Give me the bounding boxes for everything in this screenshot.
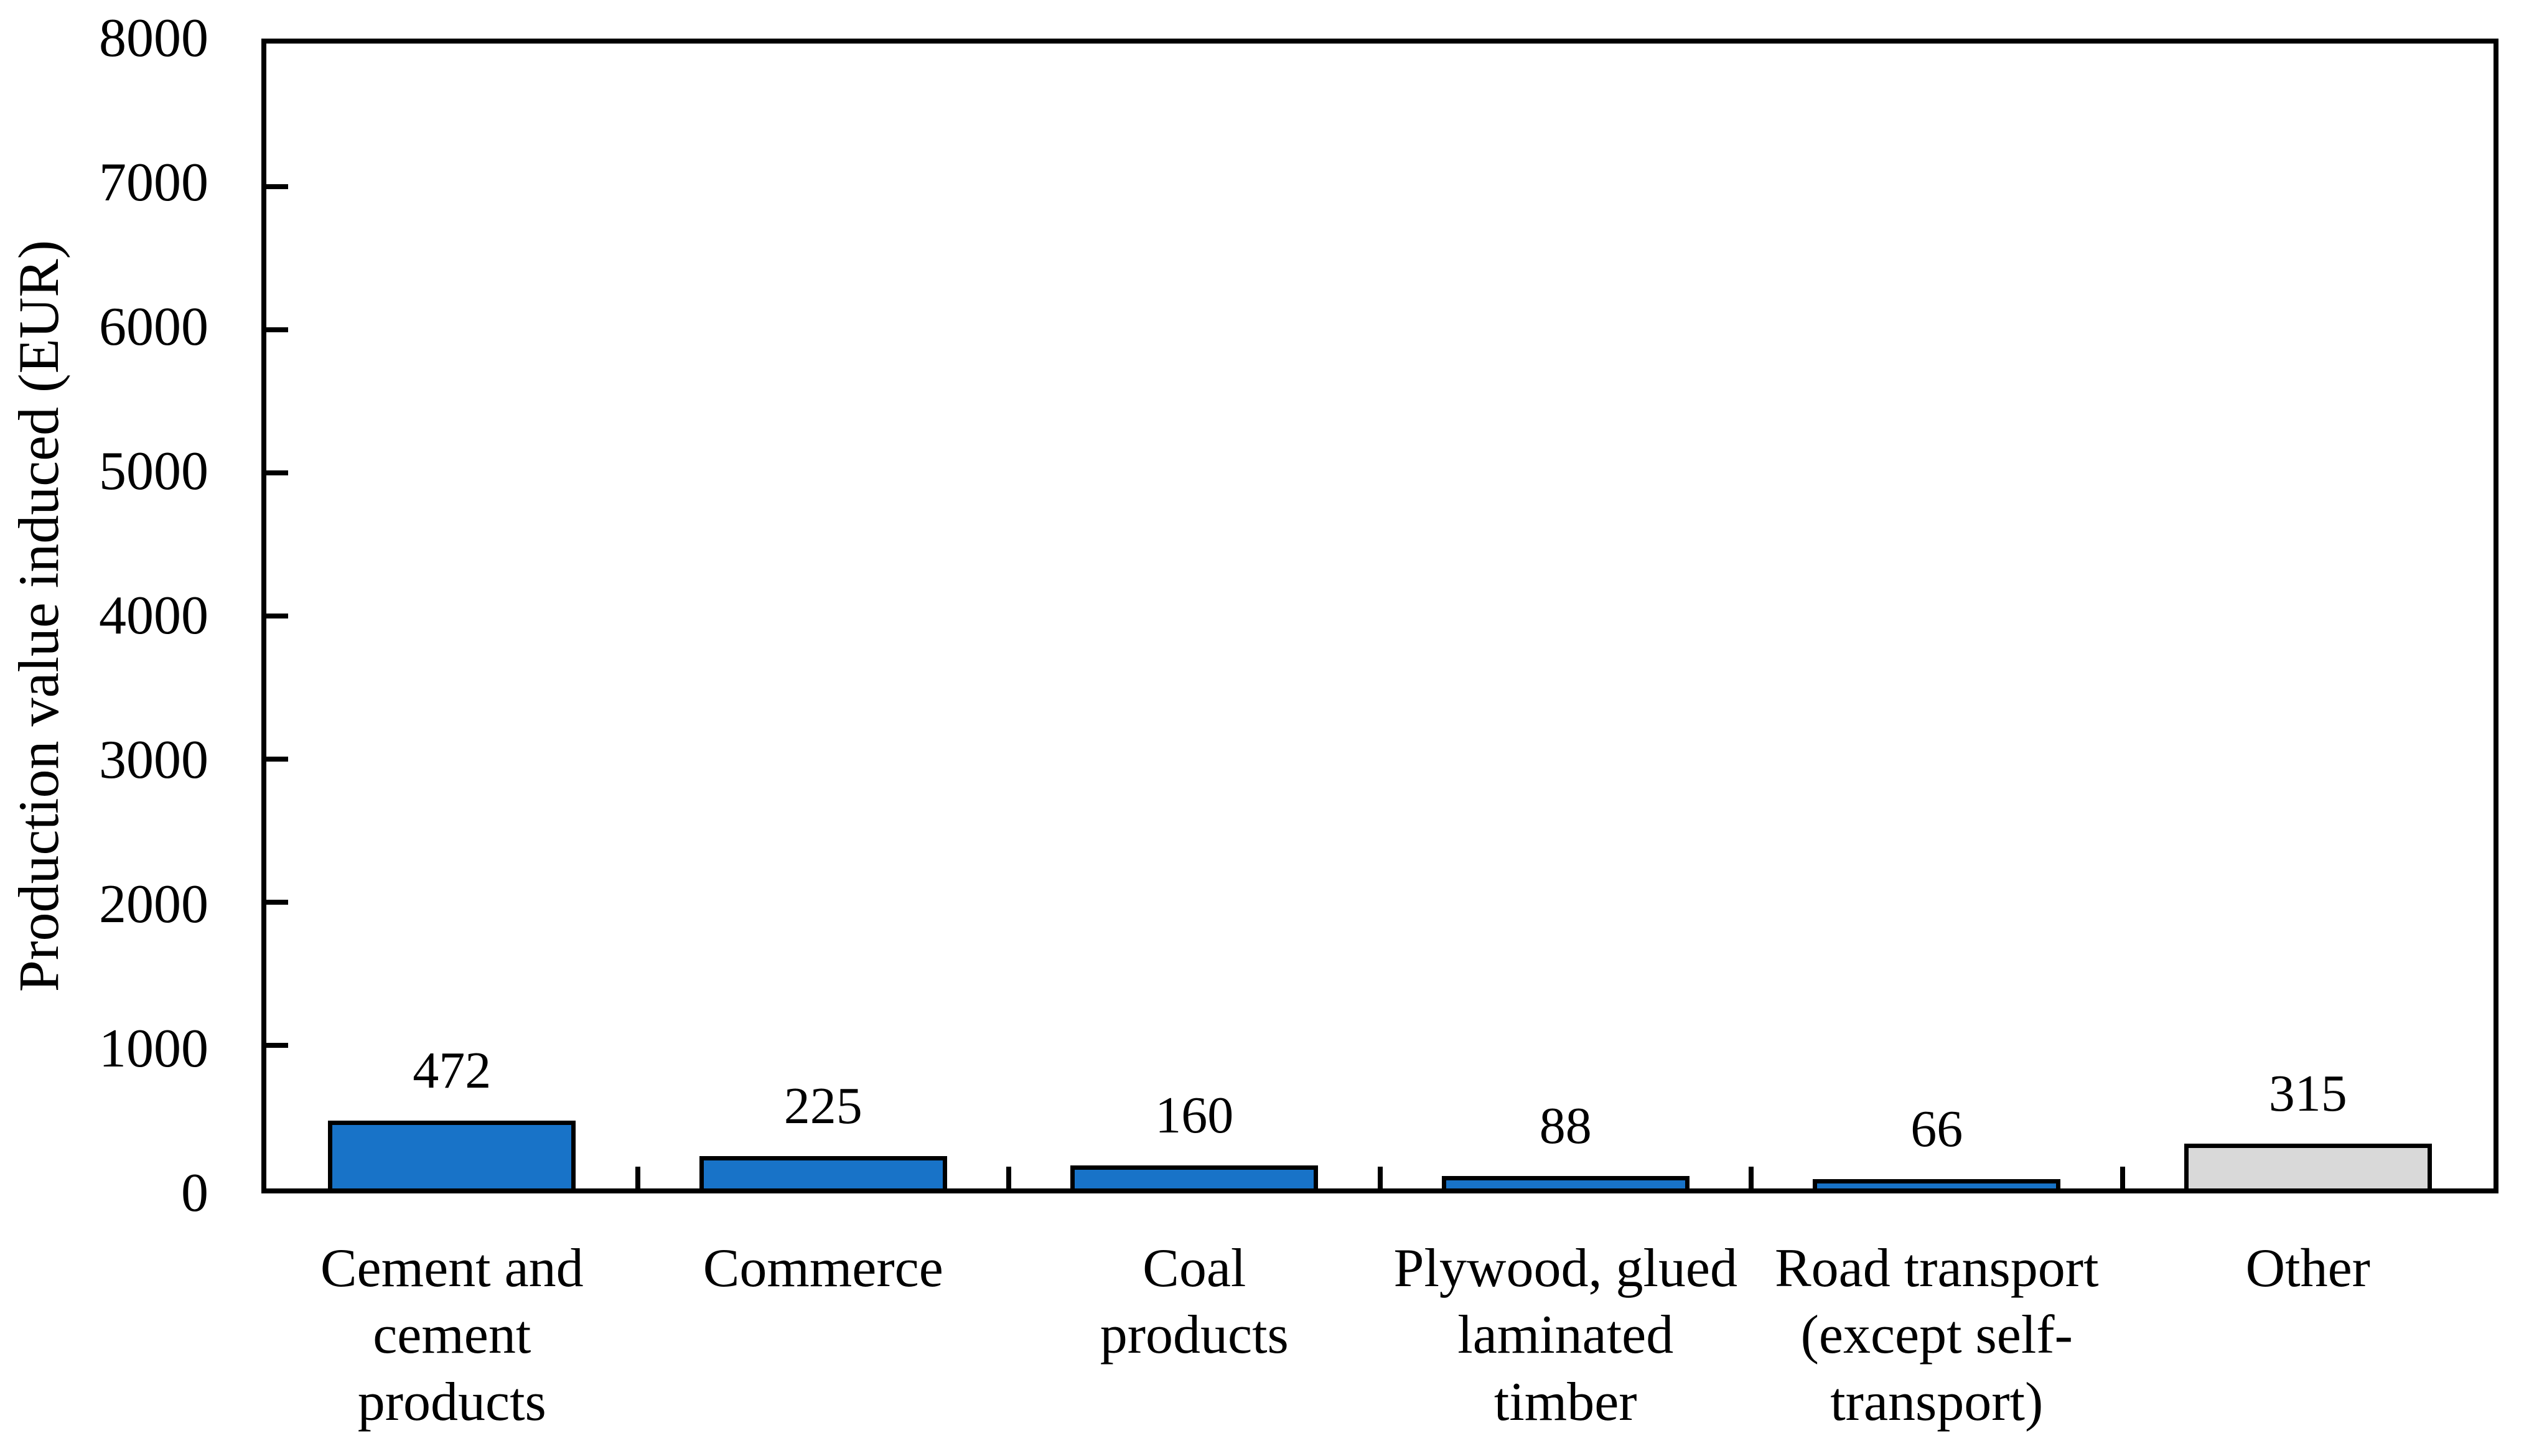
y-tick [266, 614, 288, 618]
x-tick [1006, 1167, 1011, 1188]
y-tick-label: 8000 [99, 8, 208, 68]
plot-area: 472 225 160 88 66 315 [261, 39, 2498, 1193]
bar [2184, 1143, 2432, 1188]
bar [328, 1121, 576, 1188]
y-tick-label: 7000 [99, 152, 208, 213]
y-tick [266, 184, 288, 189]
x-tick [635, 1167, 640, 1188]
category-label: Road transport (except self- transport) [1774, 1238, 2099, 1432]
y-tick-label: 2000 [99, 874, 208, 935]
category-label: Cement and cement products [320, 1238, 584, 1432]
bar-value-label: 160 [1155, 1086, 1234, 1145]
category-label: Coal products [1100, 1238, 1289, 1366]
y-tick-label: 3000 [99, 730, 208, 790]
bar-value-label: 225 [783, 1077, 862, 1136]
category-label: Commerce [703, 1238, 943, 1299]
y-tick-label: 6000 [99, 297, 208, 357]
bar [1070, 1165, 1319, 1188]
y-tick [266, 757, 288, 762]
bar-value-label: 472 [413, 1042, 492, 1100]
bar [699, 1156, 947, 1188]
y-tick [266, 900, 288, 905]
bar [1441, 1175, 1690, 1188]
category-label: Plywood, glued laminated timber [1393, 1238, 1737, 1432]
y-tick [266, 470, 288, 475]
y-tick-label: 1000 [99, 1019, 208, 1079]
bar-value-label: 88 [1539, 1096, 1592, 1155]
y-tick-label: 5000 [99, 441, 208, 502]
x-tick [1749, 1167, 1754, 1188]
y-tick-label: 4000 [99, 586, 208, 646]
bar-value-label: 315 [2268, 1064, 2347, 1122]
y-axis-title: Production value induced (EUR) [7, 240, 70, 992]
y-tick [266, 1043, 288, 1048]
x-tick [2120, 1167, 2125, 1188]
category-label: Other [2245, 1238, 2370, 1299]
y-tick [266, 327, 288, 332]
y-tick-label: 0 [181, 1163, 208, 1223]
x-tick [1377, 1167, 1383, 1188]
bar [1813, 1178, 2061, 1188]
bar-value-label: 66 [1910, 1099, 1963, 1158]
